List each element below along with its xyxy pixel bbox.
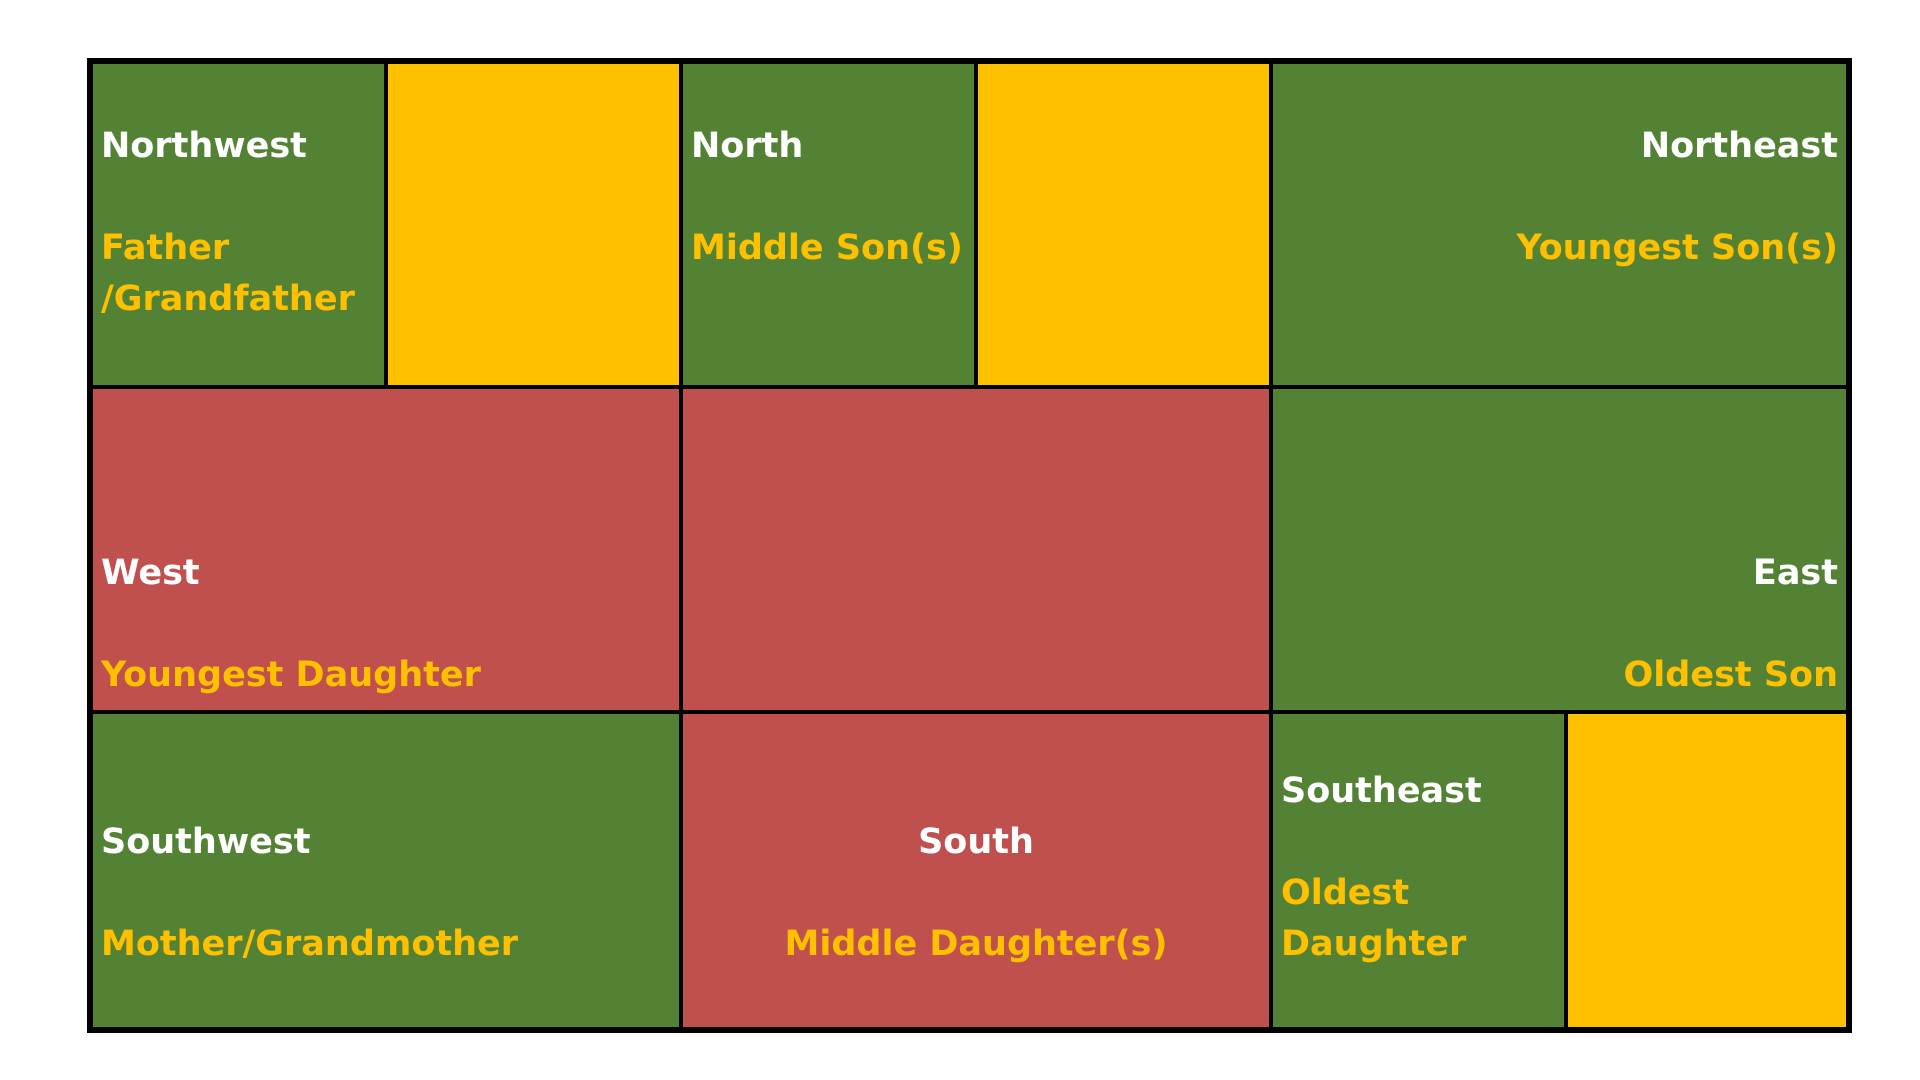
southeast-cell: Southeast Oldest Daughter bbox=[1271, 712, 1566, 1029]
northeast-cell: Northeast Youngest Son(s) bbox=[1271, 62, 1848, 387]
south-direction: South bbox=[918, 822, 1034, 862]
west-role: Youngest Daughter bbox=[101, 655, 481, 695]
northwest-direction: Northwest bbox=[101, 126, 307, 166]
north-yellow-block bbox=[976, 62, 1271, 387]
northwest-cell: Northwest Father /Grandfather bbox=[91, 62, 386, 387]
east-direction: East bbox=[1752, 553, 1838, 593]
west-cell: West Youngest Daughter bbox=[91, 387, 681, 712]
north-direction: North bbox=[691, 126, 804, 166]
southeast-direction: Southeast bbox=[1281, 771, 1482, 811]
southeast-yellow-block bbox=[1566, 712, 1848, 1029]
north-cell: North Middle Son(s) bbox=[681, 62, 976, 387]
center-cell bbox=[681, 387, 1271, 712]
southeast-label: Southeast Oldest Daughter bbox=[1281, 715, 1482, 1021]
east-cell: East Oldest Son bbox=[1271, 387, 1848, 712]
southeast-role: Oldest Daughter bbox=[1281, 873, 1467, 964]
south-cell: South Middle Daughter(s) bbox=[681, 712, 1271, 1029]
west-label: West Youngest Daughter bbox=[101, 497, 481, 752]
north-role: Middle Son(s) bbox=[691, 228, 963, 268]
bagua-family-grid: Northwest Father /Grandfather North Midd… bbox=[87, 58, 1852, 1033]
east-label: East Oldest Son bbox=[1624, 497, 1838, 752]
northeast-role: Youngest Son(s) bbox=[1516, 228, 1838, 268]
northwest-label: Northwest Father /Grandfather bbox=[101, 70, 355, 376]
northwest-role: Father /Grandfather bbox=[101, 228, 355, 319]
east-role: Oldest Son bbox=[1623, 655, 1838, 695]
south-label: South Middle Daughter(s) bbox=[683, 766, 1269, 1021]
south-role: Middle Daughter(s) bbox=[784, 924, 1168, 964]
southwest-label: Southwest Mother/Grandmother bbox=[101, 766, 518, 1021]
northeast-direction: Northeast bbox=[1640, 126, 1838, 166]
northeast-label: Northeast Youngest Son(s) bbox=[1516, 70, 1838, 325]
north-label: North Middle Son(s) bbox=[691, 70, 963, 325]
southwest-role: Mother/Grandmother bbox=[101, 924, 519, 964]
southwest-direction: Southwest bbox=[101, 822, 311, 862]
southwest-cell: Southwest Mother/Grandmother bbox=[91, 712, 681, 1029]
northwest-yellow-block bbox=[386, 62, 681, 387]
west-direction: West bbox=[101, 553, 200, 593]
